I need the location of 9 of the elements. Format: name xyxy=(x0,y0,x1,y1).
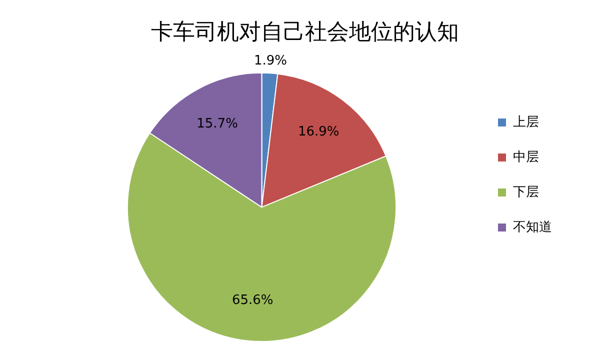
data-label: 16.9% xyxy=(298,124,340,140)
chart-title: 卡车司机对自己社会地位的认知 xyxy=(151,20,459,45)
data-label: 1.9% xyxy=(254,54,287,69)
legend-label: 不知道 xyxy=(513,220,552,235)
data-label: 65.6% xyxy=(232,293,274,308)
legend-label: 下层 xyxy=(513,184,539,200)
data-label: 15.7% xyxy=(196,116,238,132)
legend-label: 中层 xyxy=(513,150,539,165)
legend-label: 上层 xyxy=(513,114,539,130)
